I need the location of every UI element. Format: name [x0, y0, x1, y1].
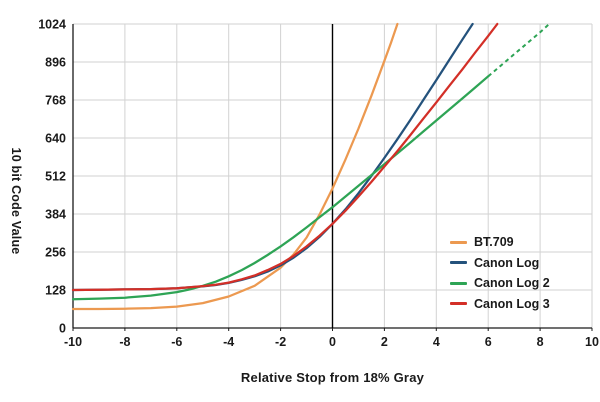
curve-bt-709 [71, 22, 399, 311]
x-tick-label: -8 [119, 335, 130, 349]
x-axis-title: Relative Stop from 18% Gray [240, 370, 425, 385]
legend-item: Canon Log 2 [450, 273, 550, 294]
y-tick-label: 128 [45, 284, 66, 298]
y-axis-title: 10 bit Code Value [9, 147, 23, 255]
legend-label: Canon Log 3 [474, 296, 550, 311]
y-tick-label: 1024 [38, 18, 66, 32]
legend-label: BT.709 [474, 235, 514, 250]
x-tick-label: 0 [329, 335, 336, 349]
y-tick-label: 256 [45, 246, 66, 260]
legend-swatch-canon-log [450, 261, 467, 265]
y-tick-label: 896 [45, 56, 66, 70]
y-tick-label: 768 [45, 94, 66, 108]
x-tick-label: 2 [381, 335, 388, 349]
legend-item: Canon Log 3 [450, 294, 550, 315]
legend-item: Canon Log [450, 253, 550, 274]
x-tick-label: 4 [433, 335, 440, 349]
legend-swatch-bt-709 [450, 240, 467, 244]
curve-canon-log-3 [71, 22, 499, 292]
x-tick-label: -10 [64, 335, 82, 349]
curve-canon-log [71, 22, 474, 292]
y-tick-label: 640 [45, 132, 66, 146]
legend-swatch-canon-log-2 [450, 281, 467, 285]
x-tick-label: -2 [275, 335, 286, 349]
legend-label: Canon Log [474, 255, 540, 270]
x-tick-label: -4 [223, 335, 234, 349]
x-tick-label: 10 [585, 335, 599, 349]
y-tick-label: 0 [59, 322, 66, 336]
legend-label: Canon Log 2 [474, 276, 550, 291]
curve-canon-log-2-extrapolated [487, 23, 550, 78]
legend: BT.709 Canon Log Canon Log 2 Canon Log 3 [450, 232, 550, 314]
legend-swatch-canon-log-3 [450, 302, 467, 306]
x-tick-label: 6 [485, 335, 492, 349]
x-tick-label: -6 [171, 335, 182, 349]
y-tick-label: 512 [45, 170, 66, 184]
curve-canon-log-2 [71, 75, 490, 301]
legend-item: BT.709 [450, 232, 550, 253]
x-tick-label: 8 [537, 335, 544, 349]
y-tick-label: 384 [45, 208, 66, 222]
